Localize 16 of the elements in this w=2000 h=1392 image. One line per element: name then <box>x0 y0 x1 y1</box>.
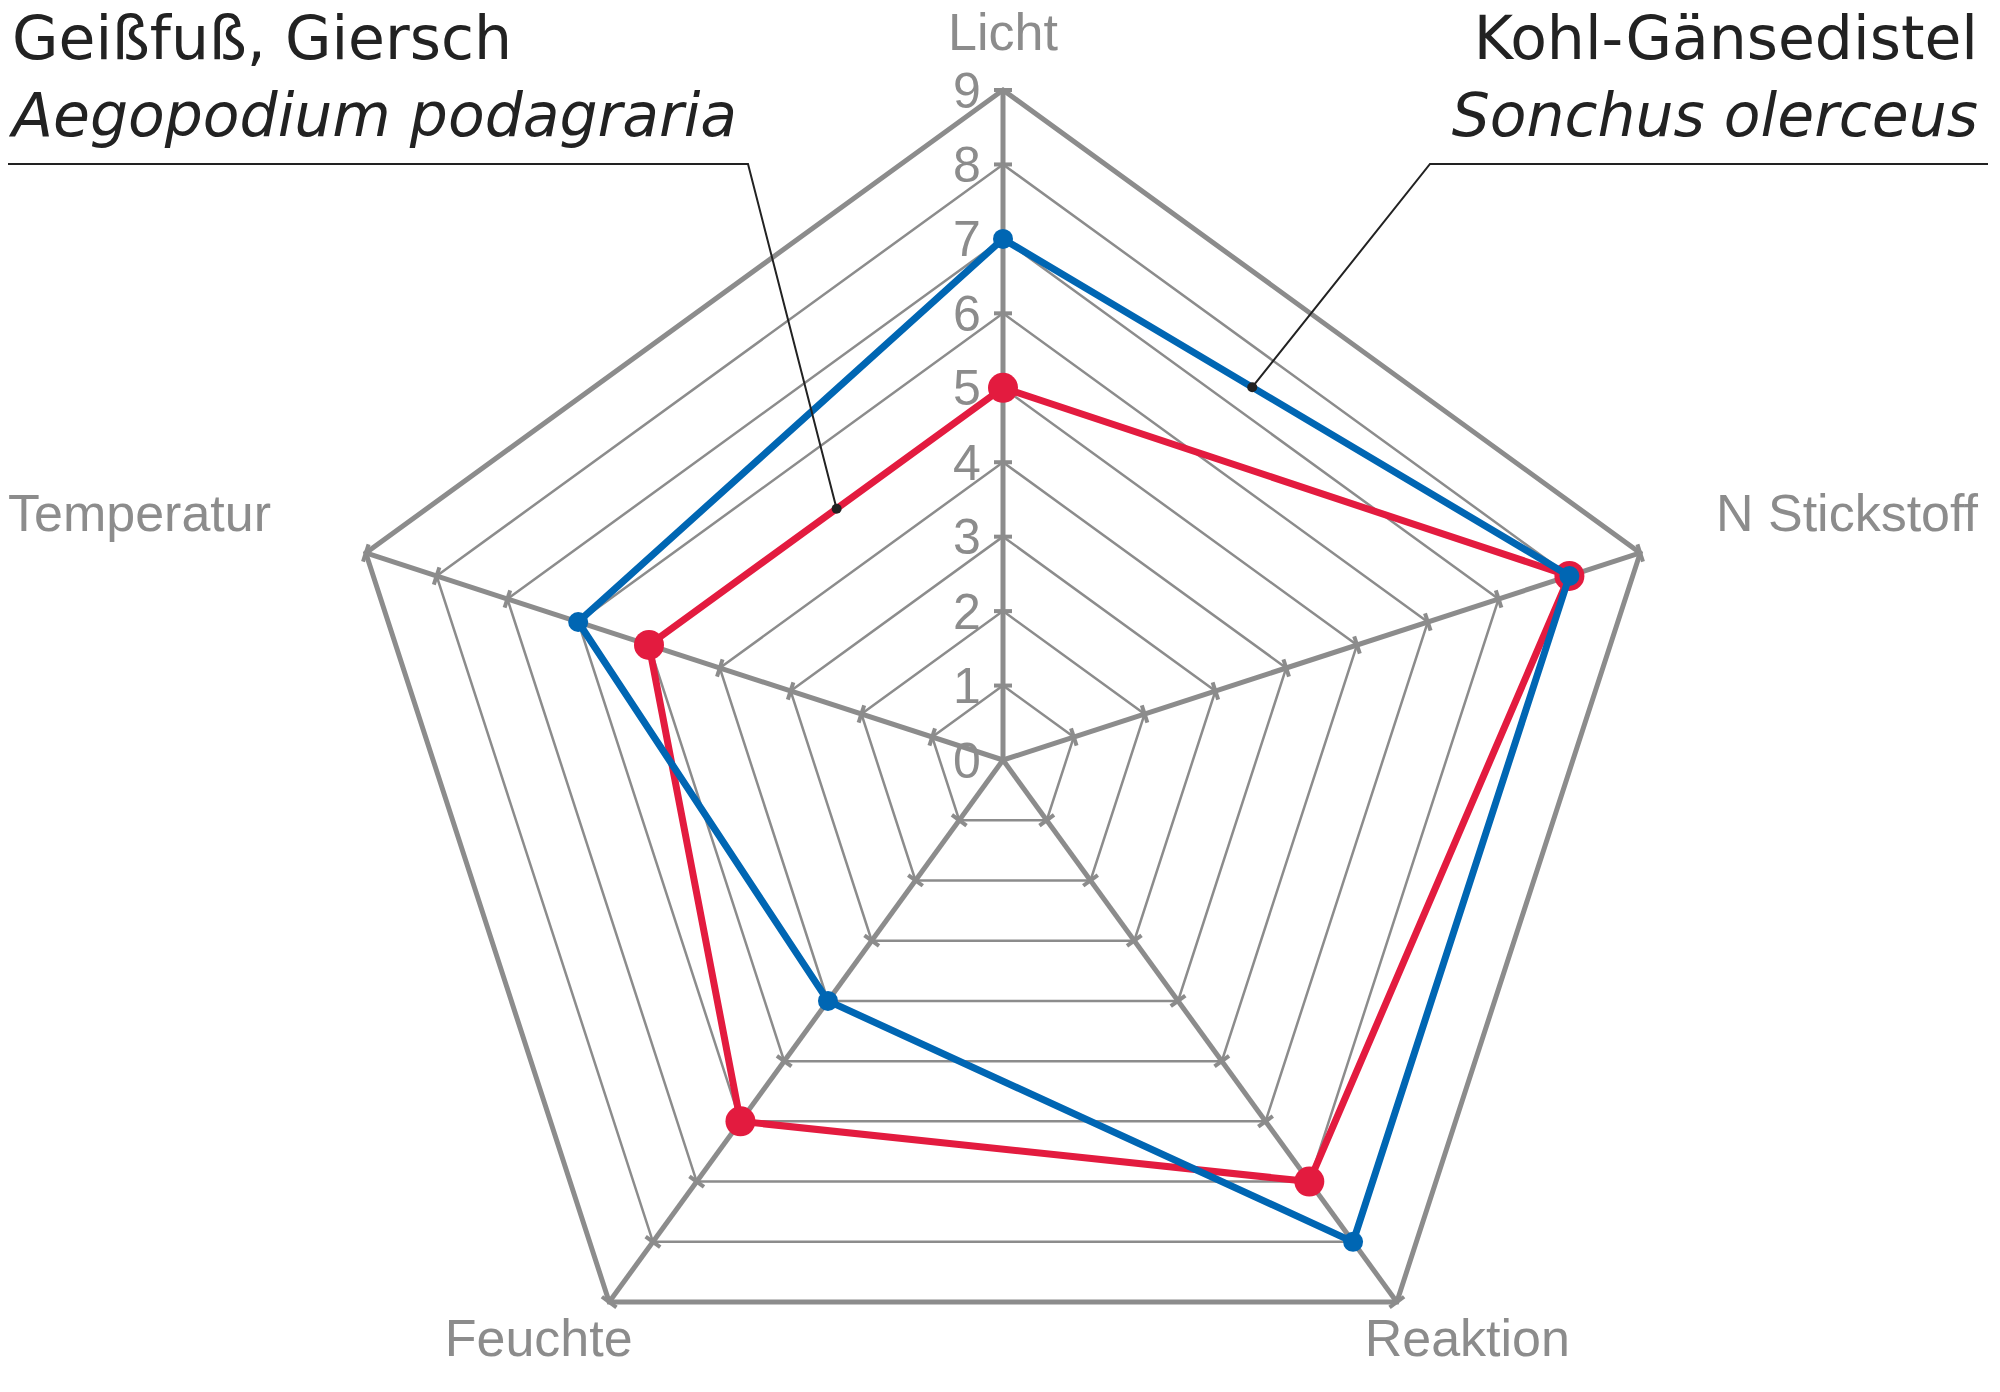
spoke-label: Temperatur <box>8 484 271 543</box>
y-tick-label: 4 <box>953 434 981 491</box>
y-tick-label: 7 <box>953 211 981 268</box>
y-tick-label: 6 <box>953 285 981 342</box>
y-tick-label: 1 <box>953 658 981 715</box>
y-tick-label: 9 <box>953 62 981 119</box>
text: Geißfuß, Giersch Aegopodium podagraria <box>8 3 738 150</box>
spoke-label: Licht <box>948 3 1059 61</box>
spoke-label: Reaktion <box>1364 1309 1570 1368</box>
text: Kohl-Gänsedistel Sonchus olerceus <box>1451 3 1978 150</box>
spoke-label: N Stickstoff <box>1715 484 1979 543</box>
y-tick-label: 2 <box>953 583 981 640</box>
spoke-label: Feuchte <box>444 1309 633 1368</box>
y-tick-label: 5 <box>953 360 981 417</box>
y-tick-label: 3 <box>953 509 981 566</box>
y-tick-label: 8 <box>953 136 981 193</box>
